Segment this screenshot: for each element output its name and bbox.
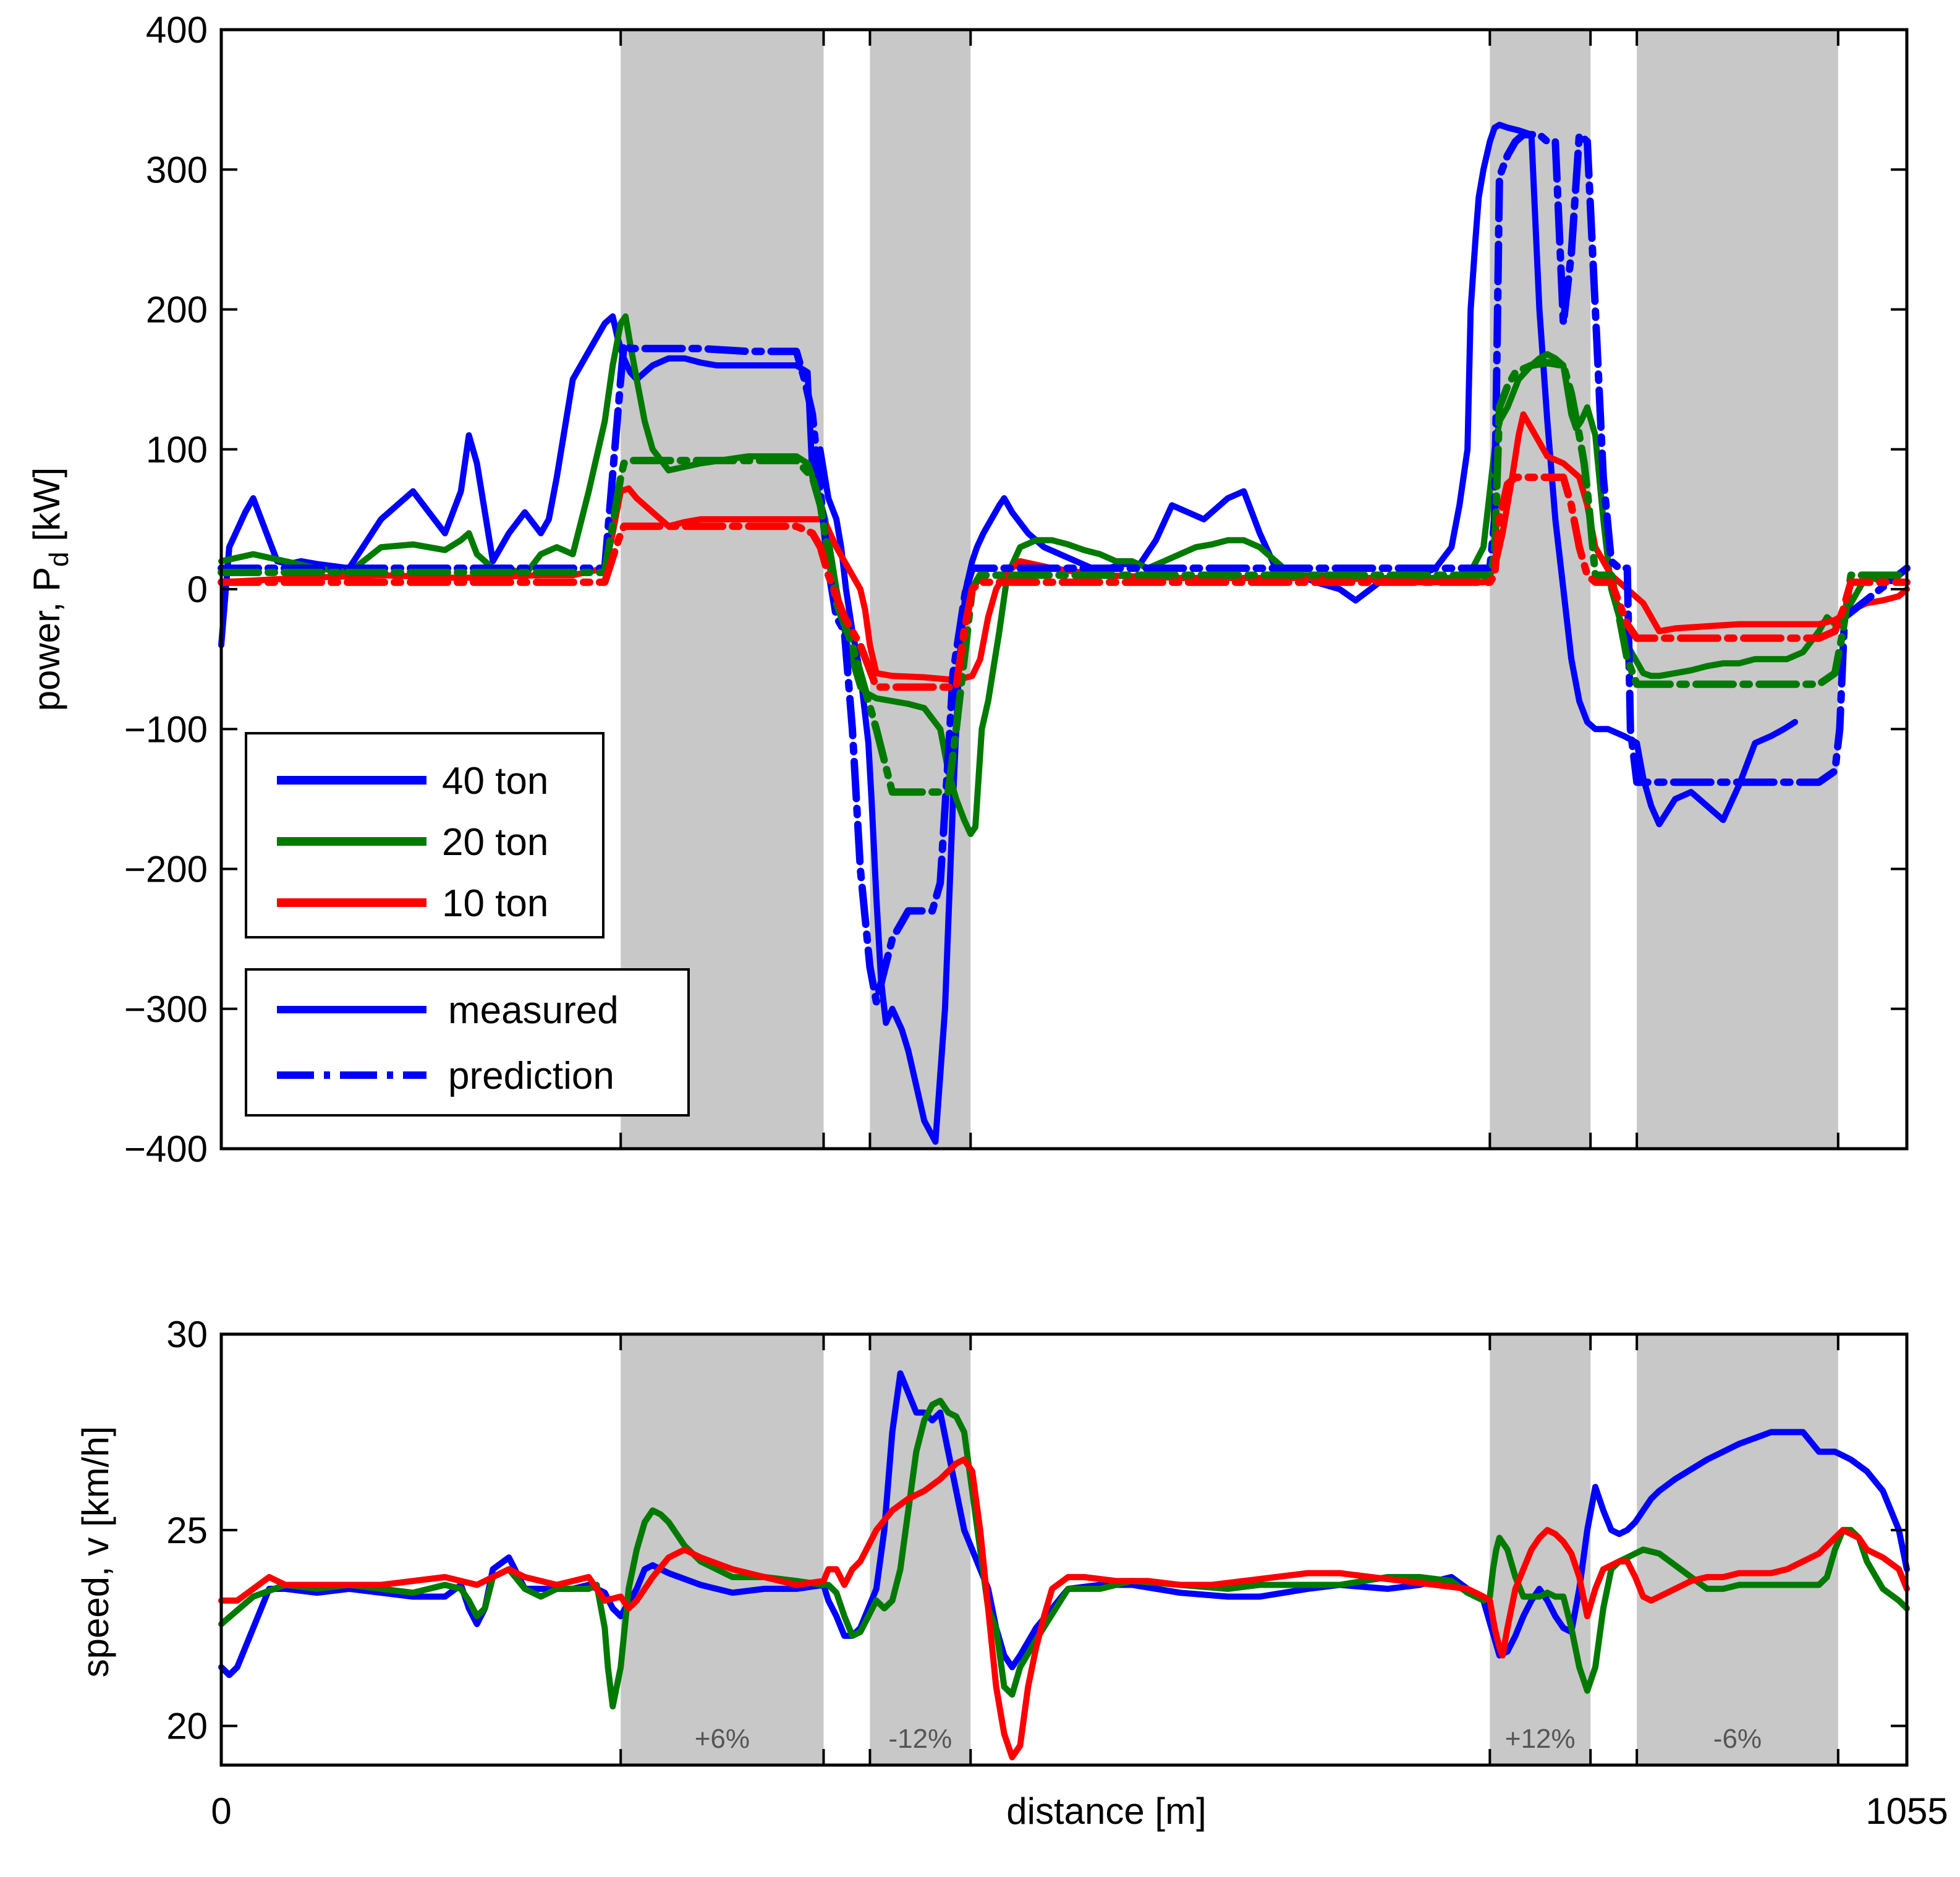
x-tick-label-end: 1055 <box>1865 1790 1948 1832</box>
power-ytick-label: 400 <box>146 9 208 51</box>
speed-region-6 <box>1637 1334 1838 1765</box>
x-tick-label-start: 0 <box>211 1790 231 1832</box>
grade-label-12: +12% <box>1505 1724 1576 1754</box>
legend-label-prediction: prediction <box>448 1055 614 1097</box>
power-region-6 <box>1637 30 1838 1149</box>
speed-series-20-ton-measured <box>218 1397 1910 1709</box>
power-ytick-label: −100 <box>124 709 208 750</box>
grade-region-labels: +6% -12% +12% -6% <box>695 1724 1762 1754</box>
legend-mass: 40 ton 20 ton 10 ton <box>245 732 605 938</box>
power-series-40-ton-prediction <box>218 130 1911 1006</box>
power-region-6 <box>621 30 824 1149</box>
speed-y-axis-label: speed, v [km/h] <box>75 1426 116 1678</box>
power-ytick-label: −200 <box>124 849 208 890</box>
power-ytick-label: 300 <box>146 149 208 190</box>
power-ytick-label: −400 <box>124 1128 208 1170</box>
power-series-10-ton-prediction <box>218 474 1911 691</box>
legend-style-box <box>245 968 690 1117</box>
speed-ticks: 30 25 20 <box>166 1314 1907 1765</box>
power-series <box>218 121 1911 1145</box>
power-series-40-ton-measured <box>218 121 1799 1145</box>
power-series-20-ton-prediction <box>218 359 1911 796</box>
speed-ytick-label: 30 <box>166 1314 208 1355</box>
speed-region-6 <box>621 1334 824 1765</box>
power-ytick-label: 0 <box>187 569 208 610</box>
grade-label-6: +6% <box>695 1724 750 1754</box>
legend-label-40-ton: 40 ton <box>442 760 548 802</box>
speed-series-10-ton-measured <box>218 1456 1910 1761</box>
grade-label-6: -6% <box>1713 1724 1762 1754</box>
speed-series <box>218 1370 1910 1761</box>
power-ytick-label: −300 <box>124 989 208 1030</box>
power-ytick-label: 100 <box>146 429 208 470</box>
power-ticks: 400 300 200 100 0 −100 −200 −300 −400 <box>124 9 1907 1170</box>
speed-panel: +6% -12% +12% -6% 30 25 20 speed, v [km/h] <box>75 1314 1910 1767</box>
power-ytick-label: 200 <box>146 289 208 331</box>
speed-axes-box <box>219 1332 1909 1767</box>
legend-label-10-ton: 10 ton <box>442 882 548 925</box>
speed-region-12 <box>870 1334 971 1765</box>
grade-label-12: -12% <box>889 1724 952 1754</box>
speed-ytick-label: 25 <box>166 1510 208 1551</box>
legend-label-20-ton: 20 ton <box>442 821 548 864</box>
power-y-axis-label: power, Pd [kW] <box>26 467 74 712</box>
power-panel: 400 300 200 100 0 −100 −200 −300 −400 power, Pd … <box>26 9 1911 1170</box>
x-axis-label: distance [m] <box>1006 1790 1206 1832</box>
legend-label-measured: measured <box>448 989 619 1032</box>
legend-style: measured prediction <box>245 968 690 1117</box>
speed-ytick-label: 20 <box>166 1706 208 1747</box>
speed-grade-regions <box>621 1334 1838 1765</box>
